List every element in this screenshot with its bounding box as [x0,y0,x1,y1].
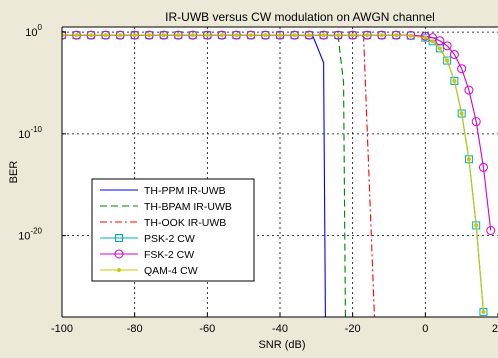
legend-box [91,178,255,282]
data-point-qam-4-cw [459,111,464,116]
data-point-qam-4-cw [263,33,268,38]
data-point-qam-4-cw [205,33,210,38]
data-point-qam-4-cw [321,33,326,38]
x-axis-label: SNR (dB) [258,339,305,351]
data-point-qam-4-cw [430,39,435,44]
data-point-psk-2-cw [457,109,466,118]
y-tick-label: 100 [25,23,42,39]
data-point-qam-4-cw [408,33,413,38]
x-tick-label: -100 [51,323,73,335]
data-point-qam-4-cw [147,33,152,38]
data-point-fsk-2-cw [442,41,452,51]
data-point-qam-4-cw [474,223,479,228]
chart-title: IR-UWB versus CW modulation on AWGN chan… [165,10,435,24]
data-point-fsk-2-cw [471,117,481,127]
data-point-qam-4-cw [74,33,79,38]
legend-label-th-bpam-ir-uwb: TH-BPAM IR-UWB [144,201,232,213]
data-point-qam-4-cw [219,33,224,38]
y-axis-label: BER [8,161,20,184]
x-tick-label: -40 [272,323,288,335]
data-point-qam-4-cw [234,33,239,38]
data-point-qam-4-cw [350,33,355,38]
legend-label-psk-2-cw: PSK-2 CW [144,233,195,245]
data-point-qam-4-cw [190,33,195,38]
x-tick-label: -80 [127,323,143,335]
data-point-qam-4-cw [481,309,486,314]
data-point-qam-4-cw [277,33,283,38]
data-point-fsk-2-cw [449,49,459,59]
data-point-qam-4-cw [445,58,450,63]
series-qam-4-cw [62,33,486,314]
legend-label-th-ook-ir-uwb: TH-OOK IR-UWB [144,217,226,229]
data-point-qam-4-cw [292,33,297,38]
legend-label-th-ppm-ir-uwb: TH-PPM IR-UWB [144,185,226,197]
data-point-qam-4-cw [89,33,94,38]
data-point-qam-4-cw [248,33,253,38]
legend: TH-PPM IR-UWB TH-BPAM IR-UWB TH-OOK IR-UWB… [91,178,255,282]
data-point-qam-4-cw [452,78,457,83]
data-point-fsk-2-cw [435,36,445,46]
legend-label-fsk-2-cw: FSK-2 CW [144,249,194,261]
data-point-psk-2-cw [443,56,452,65]
data-point-qam-4-cw [307,33,312,38]
data-point-qam-4-cw [466,157,471,162]
series-line-qam-4-cw [62,34,485,312]
data-point-qam-4-cw [437,46,442,51]
data-point-psk-2-cw [450,76,459,85]
data-point-fsk-2-cw [486,226,496,236]
x-tick-label: 0 [422,323,428,335]
y-tick-label: 10-20 [18,227,42,243]
data-point-qam-4-cw [394,33,399,38]
x-tick-label: -60 [199,323,215,335]
legend-marker-psk-2-cw [115,234,123,242]
data-point-fsk-2-cw [464,85,474,95]
data-point-qam-4-cw [365,33,370,38]
tick-layer: -100 -80 -60 -40 -20 0 20 100 10-10 10-20 [18,23,498,335]
data-point-qam-4-cw [118,33,123,38]
legend-marker-qam-4-cw [116,267,122,273]
data-point-qam-4-cw [176,33,181,38]
data-point-qam-4-cw [161,33,166,38]
data-point-qam-4-cw [379,33,384,38]
data-point-fsk-2-cw [478,162,488,172]
data-point-qam-4-cw [336,33,341,38]
legend-marker-fsk-2-cw [114,249,124,259]
data-point-qam-4-cw [423,35,428,40]
legend-label-qam-4-cw: QAM-4 CW [144,265,198,277]
data-point-qam-4-cw [103,33,108,38]
y-tick-label: 10-10 [18,125,42,141]
x-tick-label: 20 [492,323,498,335]
series-layer [62,30,496,317]
x-tick-label: -20 [345,323,361,335]
data-point-qam-4-cw [132,33,137,38]
data-point-fsk-2-cw [420,31,430,41]
data-point-fsk-2-cw [457,64,467,74]
